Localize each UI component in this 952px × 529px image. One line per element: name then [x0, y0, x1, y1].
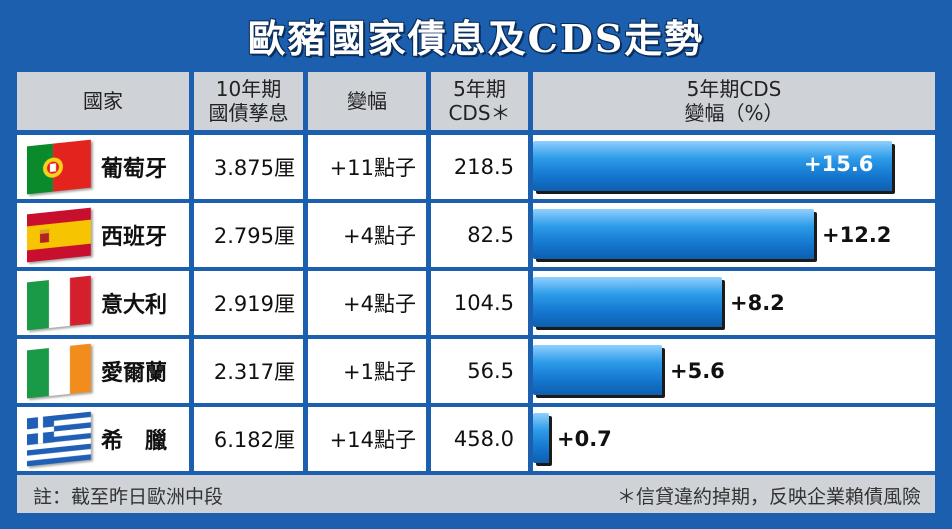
- footer: 註：截至昨日歐洲中段 ＊信貸違約掉期，反映企業賴債風險: [17, 475, 935, 513]
- row-bg-change: [308, 407, 426, 471]
- cds-change-label: +5.6: [670, 359, 725, 383]
- country-name: 希 臘: [101, 429, 168, 454]
- italy-flag-icon: [27, 275, 91, 331]
- header-country-label: 國家: [83, 89, 123, 113]
- portugal-flag-icon: [27, 139, 91, 195]
- data-table: 國家 10年期 國債孳息 變幅 5年期 CDS＊ 5年期CDS 變幅（%） 葡萄…: [17, 72, 935, 474]
- row-bg-change: [308, 203, 426, 267]
- change-value: +1點子: [343, 360, 416, 384]
- cds-change-bar: [533, 141, 892, 191]
- change-value: +4點子: [343, 224, 416, 248]
- yield-value: 2.795厘: [213, 224, 295, 248]
- row-bg-cds: [431, 271, 528, 335]
- change-value: +4點子: [343, 292, 416, 316]
- row-bg-yield: [194, 407, 303, 471]
- cds-change-bar: [533, 209, 814, 259]
- row-bg-yield: [194, 339, 303, 403]
- header-yield: 10年期 國債孳息: [194, 72, 303, 130]
- header-cds: 5年期 CDS＊: [431, 72, 528, 130]
- yield-value: 2.317厘: [213, 360, 295, 384]
- header-change: 變幅: [308, 72, 426, 130]
- change-value: +11點子: [329, 156, 416, 180]
- country-name: 愛爾蘭: [101, 361, 168, 386]
- header-yield-line2: 國債孳息: [208, 101, 289, 125]
- ireland-flag-icon: [27, 343, 91, 399]
- row-bg-change: [308, 271, 426, 335]
- chart-title: 歐豬國家債息及CDS走勢: [247, 16, 705, 61]
- row-bg-yield: [194, 271, 303, 335]
- cds-change-label: +12.2: [822, 223, 892, 247]
- cds-change-bar: [533, 277, 722, 327]
- footer-asterisk-note: ＊信貸違約掉期，反映企業賴債風險: [616, 486, 921, 508]
- header-change-label: 變幅: [347, 89, 387, 113]
- cds-value: 82.5: [467, 223, 514, 247]
- cds-value: 56.5: [467, 359, 514, 383]
- header-cds-line1: 5年期: [453, 77, 506, 101]
- yield-value: 6.182厘: [213, 428, 295, 452]
- cds-change-label: +0.7: [557, 427, 612, 451]
- row-bg-yield: [194, 203, 303, 267]
- header-cds-change: 5年期CDS 變幅（%）: [533, 72, 935, 130]
- row-bg-yield: [194, 135, 303, 199]
- country-name: 西班牙: [101, 225, 168, 250]
- change-value: +14點子: [329, 428, 416, 452]
- greece-flag-icon: [27, 411, 91, 467]
- row-bg-cds: [431, 135, 528, 199]
- country-name: 意大利: [101, 293, 168, 318]
- cds-change-label: +8.2: [730, 291, 785, 315]
- header-yield-line1: 10年期: [215, 77, 282, 101]
- yield-value: 3.875厘: [213, 156, 295, 180]
- row-bg-cds: [431, 339, 528, 403]
- cds-change-label: +15.6: [804, 152, 874, 176]
- spain-flag-icon: [27, 207, 91, 263]
- row-bg-change: [308, 339, 426, 403]
- row-bg-cds: [431, 203, 528, 267]
- cds-change-bar: [533, 413, 549, 463]
- row-bg-cds: [431, 407, 528, 471]
- row-bg-change: [308, 135, 426, 199]
- footer-note: 註：截至昨日歐洲中段: [33, 486, 224, 508]
- header-cds-line2: CDS＊: [448, 101, 511, 125]
- row-bg-bar: [533, 407, 935, 471]
- header-cds-change-line2: 變幅（%）: [684, 101, 784, 125]
- cds-value: 218.5: [453, 155, 514, 179]
- yield-value: 2.919厘: [213, 292, 295, 316]
- header-cds-change-line1: 5年期CDS: [686, 77, 782, 101]
- cds-value: 458.0: [453, 427, 514, 451]
- country-name: 葡萄牙: [101, 157, 168, 182]
- header-country: 國家: [17, 72, 189, 130]
- cds-change-bar: [533, 345, 662, 395]
- cds-value: 104.5: [453, 291, 514, 315]
